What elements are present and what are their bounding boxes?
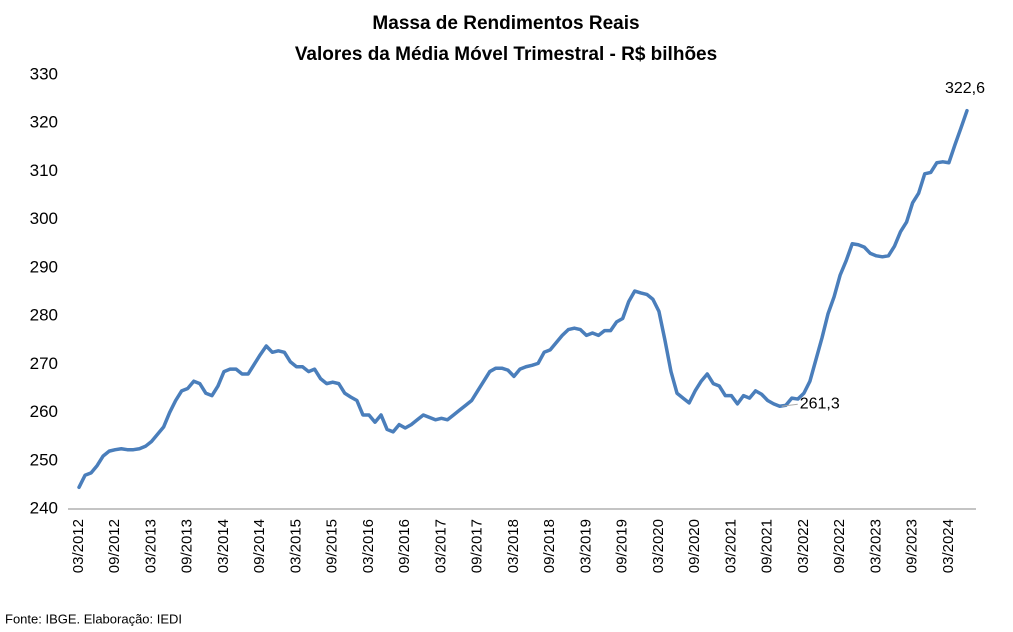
y-tick-label: 330 (30, 64, 58, 83)
x-tick-label: 03/2018 (505, 519, 522, 573)
source-note: Fonte: IBGE. Elaboração: IEDI (5, 611, 182, 626)
y-tick-label: 280 (30, 306, 58, 325)
x-tick-label: 03/2023 (867, 519, 884, 573)
y-tick-label: 240 (30, 498, 58, 517)
x-tick-label: 03/2020 (650, 519, 667, 573)
y-tick-label: 260 (30, 402, 58, 421)
leader-line (781, 403, 798, 407)
y-tick-label: 300 (30, 209, 58, 228)
y-tick-label: 310 (30, 161, 58, 180)
x-tick-label: 03/2013 (142, 519, 159, 573)
x-tick-label: 09/2021 (759, 519, 776, 573)
x-tick-label: 09/2014 (251, 519, 268, 573)
value-label: 261,3 (800, 396, 840, 413)
y-tick-label: 250 (30, 450, 58, 469)
x-tick-label: 09/2019 (614, 519, 631, 573)
chart-subtitle: Valores da Média Móvel Trimestral - R$ b… (295, 44, 717, 65)
x-tick-label: 03/2022 (795, 519, 812, 573)
x-tick-label: 09/2015 (324, 519, 341, 573)
x-tick-label: 03/2021 (722, 519, 739, 573)
y-tick-label: 290 (30, 257, 58, 276)
y-tick-label: 270 (30, 354, 58, 373)
value-label: 322,6 (945, 80, 985, 97)
x-tick-label: 03/2015 (287, 519, 304, 573)
x-tick-label: 09/2018 (541, 519, 558, 573)
data-line (77, 108, 969, 490)
x-tick-label: 03/2014 (215, 519, 232, 573)
x-tick-label: 03/2017 (432, 519, 449, 573)
x-tick-label: 09/2013 (179, 519, 196, 573)
y-tick-label: 320 (30, 113, 58, 132)
x-tick-label: 03/2012 (70, 519, 87, 573)
x-tick-label: 09/2020 (686, 519, 703, 573)
x-tick-label: 03/2024 (940, 519, 957, 573)
chart-title: Massa de Rendimentos Reais (372, 13, 639, 34)
x-tick-label: 09/2012 (106, 519, 123, 573)
x-tick-label: 03/2019 (577, 519, 594, 573)
x-tick-label: 09/2017 (469, 519, 486, 573)
x-tick-label: 09/2016 (396, 519, 413, 573)
x-tick-label: 03/2016 (360, 519, 377, 573)
x-tick-label: 09/2023 (904, 519, 921, 573)
x-tick-label: 09/2022 (831, 519, 848, 573)
